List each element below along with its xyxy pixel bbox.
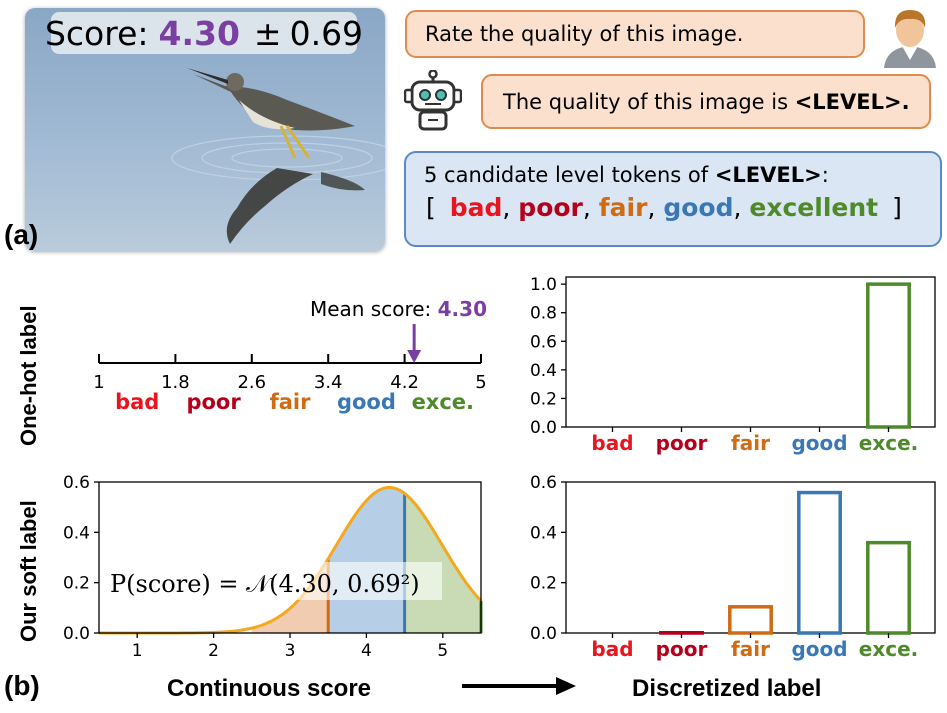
mean-score-value: 4.30 bbox=[438, 297, 487, 321]
soft-bar-good bbox=[797, 490, 842, 635]
gaussian-ytick-label: 0.0 bbox=[63, 624, 90, 644]
gaussian-xtick-label: 4 bbox=[361, 641, 372, 661]
soft-xlabel-exce.: exce. bbox=[859, 637, 918, 661]
robot-icon bbox=[403, 69, 463, 136]
user-prompt-text: Rate the quality of this image. bbox=[425, 22, 744, 46]
gaussian-bin-good bbox=[328, 487, 405, 633]
candidate-caption-colon: : bbox=[821, 163, 829, 187]
number-line-tick-label: 3.4 bbox=[314, 372, 343, 393]
number-line-level-good: good bbox=[337, 390, 396, 414]
candidate-token-good: good bbox=[663, 193, 734, 222]
soft-xlabel-fair: fair bbox=[731, 637, 770, 661]
onehot-ytick-label: 0.0 bbox=[530, 418, 557, 438]
gaussian-xtick-label: 1 bbox=[132, 641, 143, 661]
candidate-token-poor: poor bbox=[518, 193, 583, 222]
token-separator: , bbox=[502, 193, 519, 222]
candidate-caption-token: <LEVEL> bbox=[714, 163, 822, 187]
onehot-ytick-label: 1.0 bbox=[530, 275, 557, 295]
candidate-token-fair: fair bbox=[598, 193, 648, 222]
bot-reply-bubble: The quality of this image is <LEVEL>. bbox=[481, 74, 931, 129]
onehot-ytick-label: 0.8 bbox=[530, 304, 557, 324]
number-line-level-fair: fair bbox=[270, 390, 312, 414]
candidate-token-list: [ bad, poor, fair, good, excellent ] bbox=[426, 193, 940, 222]
number-line-tick-label: 4.2 bbox=[390, 372, 419, 393]
number-line-tick-label: 5 bbox=[475, 372, 486, 393]
onehot-xlabel-poor: poor bbox=[656, 431, 708, 455]
gaussian-ytick-label: 0.2 bbox=[63, 574, 90, 594]
bot-reply-text: The quality of this image is bbox=[503, 89, 795, 114]
gaussian-xtick-label: 5 bbox=[437, 641, 448, 661]
number-line-tick-label: 2.6 bbox=[237, 372, 266, 393]
bot-reply-token: <LEVEL>. bbox=[794, 89, 910, 114]
candidate-token-excellent: excellent bbox=[749, 193, 879, 222]
number-line-tick-label: 1 bbox=[93, 372, 104, 393]
score-prefix: Score: bbox=[44, 13, 149, 53]
soft-ytick-label: 0.2 bbox=[530, 574, 557, 594]
plus-minus-sign: ± bbox=[253, 13, 282, 53]
score-banner: Score: 4.30 ± 0.69 bbox=[45, 12, 363, 54]
token-separator: , bbox=[733, 193, 750, 222]
soft-ytick-label: 0.0 bbox=[530, 624, 557, 644]
number-line-level-poor: poor bbox=[186, 390, 241, 414]
soft-bar-fair bbox=[728, 605, 773, 635]
onehot-xlabel-bad: bad bbox=[591, 431, 633, 455]
soft-frame bbox=[565, 481, 936, 634]
panel-a-letter: (a) bbox=[4, 219, 39, 250]
soft-xlabel-poor: poor bbox=[656, 637, 708, 661]
soft-xlabel-bad: bad bbox=[591, 637, 633, 661]
number-line-level-exce.: exce. bbox=[412, 390, 474, 414]
score-std: 0.69 bbox=[289, 13, 364, 53]
gaussian-ytick-label: 0.4 bbox=[63, 523, 90, 543]
candidate-tokens-box: 5 candidate level tokens of <LEVEL>: [ b… bbox=[404, 151, 942, 247]
token-separator: , bbox=[647, 193, 664, 222]
bracket-close: ] bbox=[892, 193, 902, 222]
gaussian-xtick-label: 3 bbox=[285, 641, 296, 661]
footer-continuous: Continuous score bbox=[167, 675, 372, 702]
number-line-tick-label: 1.8 bbox=[161, 372, 190, 393]
token-separator: , bbox=[582, 193, 599, 222]
soft-ytick-label: 0.6 bbox=[530, 473, 557, 493]
candidate-token-bad: bad bbox=[449, 193, 503, 222]
candidate-caption-text: 5 candidate level tokens of bbox=[424, 163, 715, 187]
onehot-ytick-label: 0.2 bbox=[530, 389, 557, 409]
bracket-open: [ bbox=[426, 193, 436, 222]
gaussian-bin-fair bbox=[251, 558, 329, 633]
onehot-xlabel-fair: fair bbox=[731, 431, 770, 455]
soft-bar-exce. bbox=[866, 540, 911, 635]
panel-b-letter: (b) bbox=[4, 670, 40, 701]
footer-discretized: Discretized label bbox=[632, 675, 822, 702]
gaussian-ytick-label: 0.6 bbox=[63, 473, 90, 493]
onehot-ytick-label: 0.4 bbox=[530, 361, 557, 381]
mean-arrow-head bbox=[407, 350, 422, 363]
user-prompt-bubble: Rate the quality of this image. bbox=[405, 10, 865, 58]
score-value: 4.30 bbox=[158, 13, 240, 53]
onehot-xlabel-exce.: exce. bbox=[859, 431, 918, 455]
number-line-level-bad: bad bbox=[115, 390, 159, 414]
mean-score-text: Mean score: bbox=[310, 297, 438, 321]
onehot-ytick-label: 0.6 bbox=[530, 332, 557, 352]
user-avatar-icon bbox=[880, 4, 940, 72]
soft-ytick-label: 0.4 bbox=[530, 523, 557, 543]
formula-background bbox=[106, 562, 442, 600]
soft-xlabel-good: good bbox=[791, 637, 847, 661]
onehot-frame bbox=[565, 276, 936, 428]
gaussian-formula: P(score) = 𝒩(4.30, 0.69²) bbox=[110, 570, 420, 598]
onehot-bar-exce. bbox=[866, 282, 911, 429]
mean-score-label: Mean score: 4.30 bbox=[310, 297, 487, 321]
flow-arrow-head bbox=[556, 677, 576, 695]
gaussian-xtick-label: 2 bbox=[208, 641, 219, 661]
onehot-xlabel-good: good bbox=[791, 431, 847, 455]
candidate-tokens-caption: 5 candidate level tokens of <LEVEL>: bbox=[424, 163, 940, 187]
